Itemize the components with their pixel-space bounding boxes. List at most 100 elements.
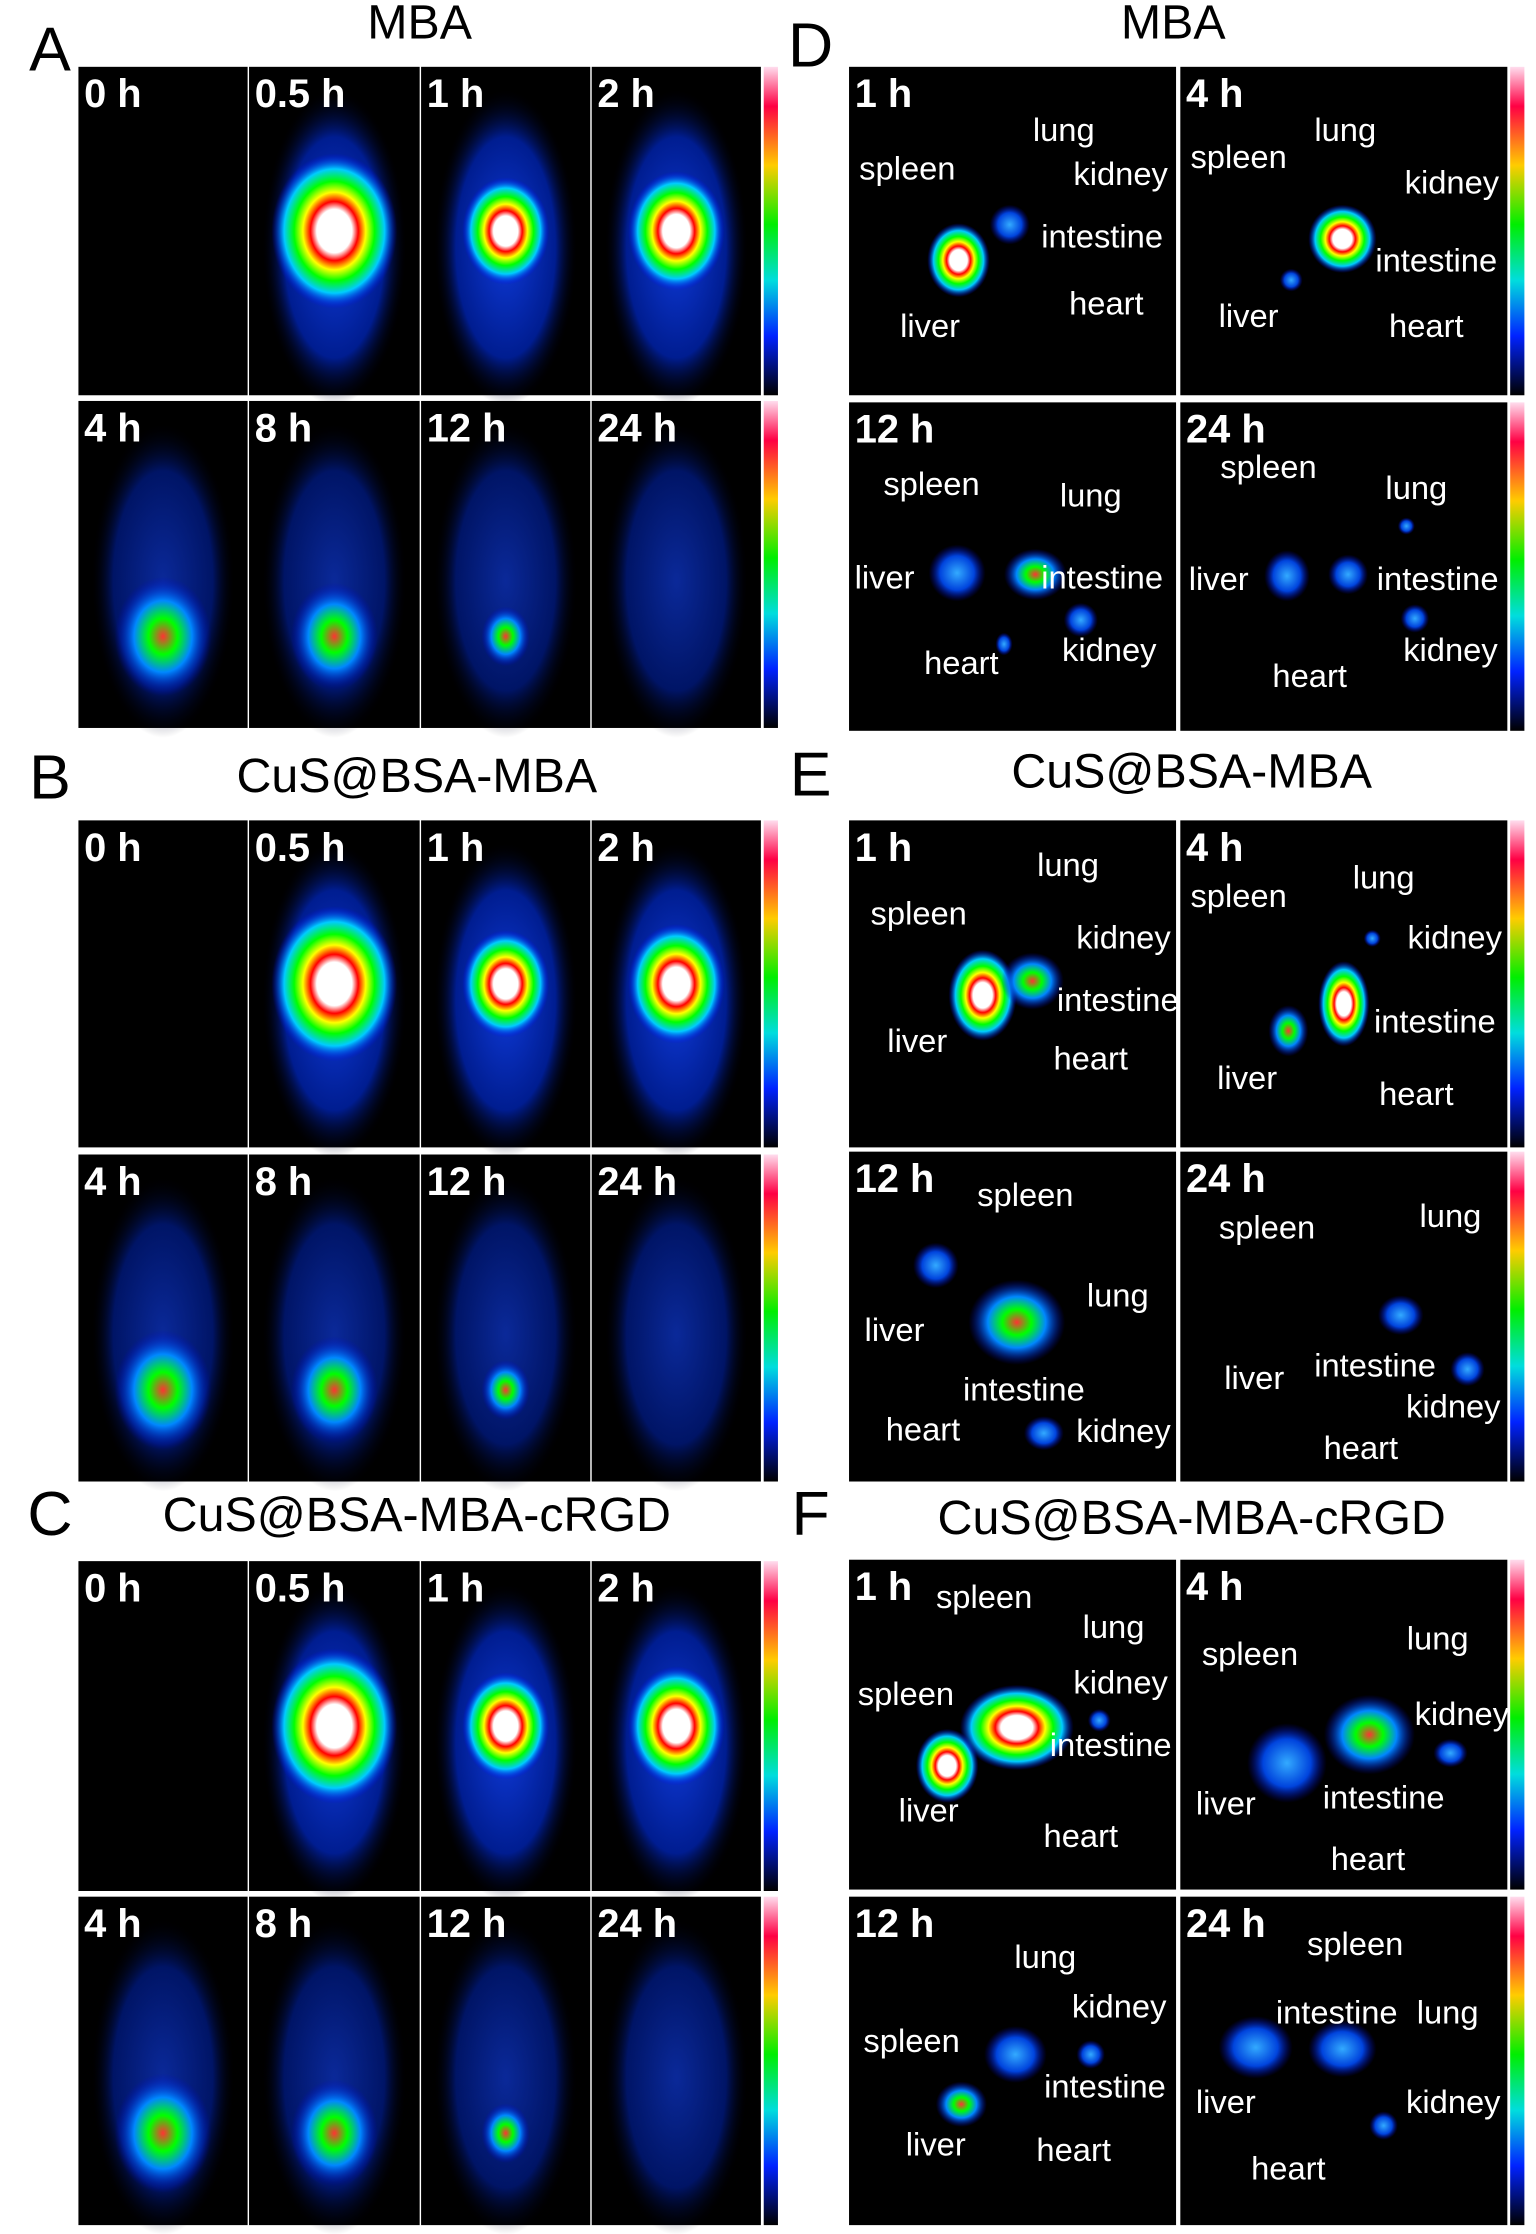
organ-label: liver xyxy=(1196,2083,1256,2120)
organ-label: intestine xyxy=(1323,1779,1445,1816)
organ-label: liver xyxy=(1219,297,1279,334)
organ-blob xyxy=(1369,2111,1398,2140)
colorbar xyxy=(1510,66,1525,396)
time-label: 24 h xyxy=(1186,1157,1266,1201)
organ-blob xyxy=(984,2026,1047,2083)
colorbar xyxy=(763,400,778,728)
panel-letter: D xyxy=(788,10,833,80)
organ-blob xyxy=(927,223,990,298)
organ-blob xyxy=(1363,929,1381,947)
organ-blob xyxy=(1450,1352,1485,1387)
organ-label: lung xyxy=(1314,111,1376,148)
colorbar xyxy=(763,1561,778,1891)
image-frame xyxy=(78,66,248,396)
time-label: 12 h xyxy=(427,1902,507,1946)
body-glow xyxy=(434,1177,577,1492)
organ-label: kidney xyxy=(1076,1412,1171,1449)
signal-blob xyxy=(271,906,398,1062)
organ-blob xyxy=(1279,268,1303,292)
time-label: 1 h xyxy=(427,826,485,870)
organ-label: kidney xyxy=(1076,918,1171,955)
organ-label: kidney xyxy=(1415,1695,1510,1732)
panel-letter: C xyxy=(27,1479,72,1549)
organ-label: kidney xyxy=(1072,1988,1167,2025)
signal-blob xyxy=(462,930,550,1038)
organ-label: intestine xyxy=(1041,218,1163,255)
organ-label: spleen xyxy=(1220,448,1316,485)
organ-label: liver xyxy=(899,1791,959,1828)
organ-blob xyxy=(1268,1005,1309,1057)
time-label: 12 h xyxy=(855,408,935,452)
organ-label: kidney xyxy=(1403,631,1498,668)
organ-label: heart xyxy=(1044,1817,1119,1854)
organ-label: heart xyxy=(1251,2150,1326,2187)
time-label: 12 h xyxy=(427,1160,507,1204)
organ-label: lung xyxy=(1407,1619,1469,1656)
time-label: 8 h xyxy=(255,1902,312,1946)
organ-label: intestine xyxy=(1057,981,1179,1018)
time-label: 8 h xyxy=(255,1160,312,1204)
time-label: 0.5 h xyxy=(255,72,346,116)
colorbar xyxy=(1510,820,1525,1148)
signal-blob xyxy=(114,2073,212,2193)
body-glow xyxy=(434,423,577,738)
organ-label: intestine xyxy=(1044,2067,1166,2104)
signal-blob xyxy=(627,1666,725,1786)
time-label: 0 h xyxy=(84,1567,141,1611)
organ-label: liver xyxy=(900,307,960,344)
organ-blob xyxy=(1328,554,1368,595)
body-glow xyxy=(262,423,407,738)
organ-blob xyxy=(1001,952,1064,1010)
organ-label: kidney xyxy=(1073,1663,1168,1700)
organ-blob xyxy=(959,1684,1074,1771)
organ-label: lung xyxy=(1037,846,1099,883)
organ-label: heart xyxy=(1379,1075,1454,1112)
body-glow xyxy=(262,1177,407,1492)
organ-label: liver xyxy=(1217,1059,1277,1096)
body-glow xyxy=(605,1177,748,1492)
body-glow xyxy=(605,1919,748,2234)
organ-blob xyxy=(1433,1738,1468,1768)
organ-blob xyxy=(1264,550,1310,602)
colorbar xyxy=(1510,1896,1525,2226)
colorbar xyxy=(763,66,778,396)
time-label: 24 h xyxy=(597,1902,677,1946)
organ-label: spleen xyxy=(883,465,979,502)
organ-label: heart xyxy=(1069,284,1144,321)
organ-label: spleen xyxy=(1190,138,1286,175)
signal-blob xyxy=(290,582,378,691)
organ-blob xyxy=(995,632,1013,656)
organ-label: spleen xyxy=(1190,877,1286,914)
organ-label: heart xyxy=(924,644,999,681)
panel-title: CuS@BSA-MBA xyxy=(1011,745,1372,799)
organ-label: intestine xyxy=(1377,560,1499,597)
signal-blob xyxy=(627,171,725,291)
panel-title: CuS@BSA-MBA-cRGD xyxy=(938,1491,1446,1545)
panel-letter: F xyxy=(792,1479,830,1549)
organ-blob xyxy=(968,1279,1066,1365)
image-frame xyxy=(78,1561,248,1891)
organ-blob xyxy=(1318,961,1370,1047)
organ-label: heart xyxy=(1036,2131,1111,2168)
panel-title: MBA xyxy=(1121,0,1226,49)
signal-blob xyxy=(271,153,398,309)
organ-blob xyxy=(1087,1709,1111,1732)
signal-blob xyxy=(627,924,725,1044)
organ-label: intestine xyxy=(1375,242,1497,279)
organ-label: intestine xyxy=(1041,559,1163,596)
signal-blob xyxy=(290,2079,378,2187)
organ-label: kidney xyxy=(1405,163,1500,200)
organ-blob xyxy=(935,2081,987,2128)
organ-label: lung xyxy=(1033,111,1095,148)
panel-letter: B xyxy=(29,743,71,813)
time-label: 1 h xyxy=(855,1565,913,1609)
organ-label: spleen xyxy=(858,1675,954,1712)
organ-label: lung xyxy=(1420,1197,1482,1234)
body-glow xyxy=(434,1919,577,2234)
signal-blob xyxy=(114,576,212,697)
organ-label: liver xyxy=(1224,1359,1284,1396)
organ-label: heart xyxy=(1053,1039,1128,1076)
organ-label: lung xyxy=(1014,1938,1076,1975)
organ-label: spleen xyxy=(977,1176,1073,1213)
